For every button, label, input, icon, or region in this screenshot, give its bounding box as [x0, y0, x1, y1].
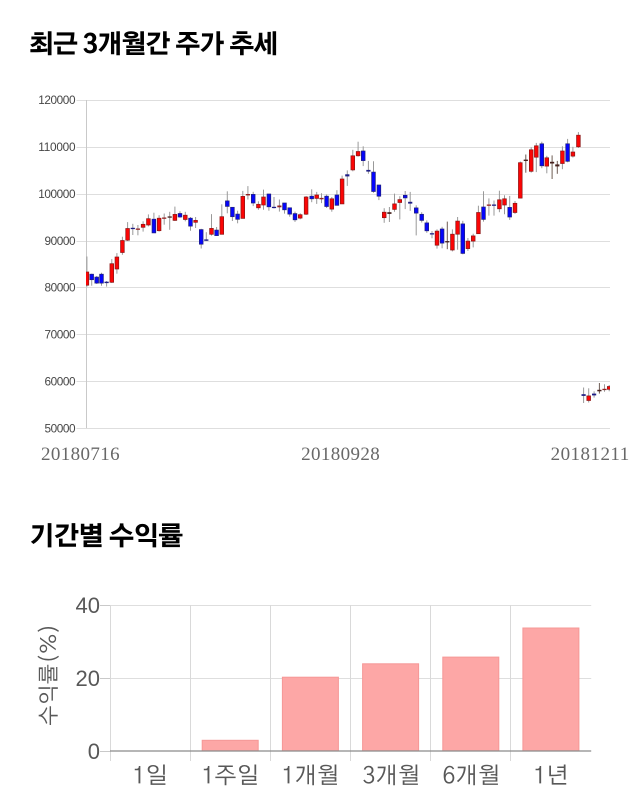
svg-text:0: 0 — [88, 739, 100, 764]
svg-text:60000: 60000 — [45, 374, 76, 388]
svg-text:40: 40 — [76, 593, 100, 618]
svg-text:20180716: 20180716 — [41, 444, 120, 465]
svg-text:90000: 90000 — [45, 234, 76, 248]
svg-text:80000: 80000 — [45, 281, 76, 295]
svg-text:20181211: 20181211 — [551, 444, 630, 465]
svg-text:20: 20 — [76, 666, 100, 691]
svg-text:70000: 70000 — [45, 328, 76, 342]
svg-text:50000: 50000 — [45, 421, 76, 435]
svg-text:120000: 120000 — [38, 93, 76, 107]
svg-text:20180928: 20180928 — [301, 444, 380, 465]
svg-text:110000: 110000 — [38, 140, 76, 154]
svg-text:100000: 100000 — [38, 187, 76, 201]
